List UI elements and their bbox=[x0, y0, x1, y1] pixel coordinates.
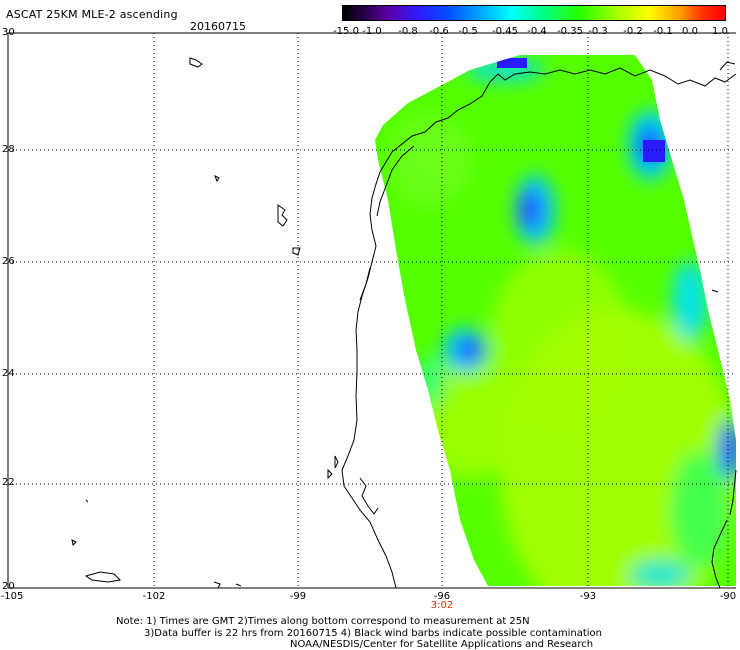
lat-label: 24 bbox=[2, 368, 15, 379]
lon-label: -102 bbox=[142, 591, 166, 602]
colorbar-tick: -1.0 bbox=[362, 26, 382, 37]
lon-label: -99 bbox=[289, 591, 307, 602]
colorbar-tick: -0.35 bbox=[557, 26, 583, 37]
footer-credit: NOAA/NESDIS/Center for Satellite Applica… bbox=[290, 639, 594, 650]
footer-note-2: 3)Data buffer is 22 hrs from 20160715 4)… bbox=[144, 628, 602, 639]
colorbar-tick: -0.4 bbox=[527, 26, 547, 37]
lat-label: 30 bbox=[2, 27, 15, 38]
colorbar-tick: -0.3 bbox=[588, 26, 608, 37]
lon-label: -105 bbox=[0, 591, 24, 602]
colorbar-tick: -0.45 bbox=[492, 26, 518, 37]
lon-label: -90 bbox=[719, 591, 737, 602]
lon-label: -93 bbox=[579, 591, 597, 602]
swath-high-cell bbox=[643, 140, 665, 162]
colorbar-tick: -0.8 bbox=[398, 26, 418, 37]
lat-label: 22 bbox=[2, 477, 15, 488]
lat-label: 26 bbox=[2, 256, 15, 267]
lon-label: -96 bbox=[433, 591, 451, 602]
swath-high-cell bbox=[497, 58, 527, 68]
colorbar-tick: -15.0 bbox=[333, 26, 359, 37]
colorbar bbox=[342, 5, 726, 21]
colorbar-tick: 0.0 bbox=[682, 26, 698, 37]
coastline bbox=[71, 57, 737, 589]
wind-swath bbox=[375, 55, 736, 586]
product-date: 20160715 bbox=[190, 20, 246, 33]
footer-note-1: Note: 1) Times are GMT 2)Times along bot… bbox=[116, 616, 530, 627]
product-title: ASCAT 25KM MLE-2 ascending bbox=[6, 8, 178, 21]
colorbar-tick: -0.2 bbox=[623, 26, 643, 37]
lat-label: 28 bbox=[2, 144, 15, 155]
colorbar-tick: -0.5 bbox=[458, 26, 478, 37]
colorbar-tick: -0.6 bbox=[429, 26, 449, 37]
colorbar-tick: 1.0 bbox=[712, 26, 728, 37]
lat-label: 20 bbox=[2, 581, 15, 592]
colorbar-ticks: -15.0 -1.0 -0.8 -0.6 -0.5 -0.45 -0.4 -0.… bbox=[0, 26, 740, 38]
time-label: 3:02 bbox=[430, 600, 454, 611]
colorbar-tick: -0.1 bbox=[653, 26, 673, 37]
